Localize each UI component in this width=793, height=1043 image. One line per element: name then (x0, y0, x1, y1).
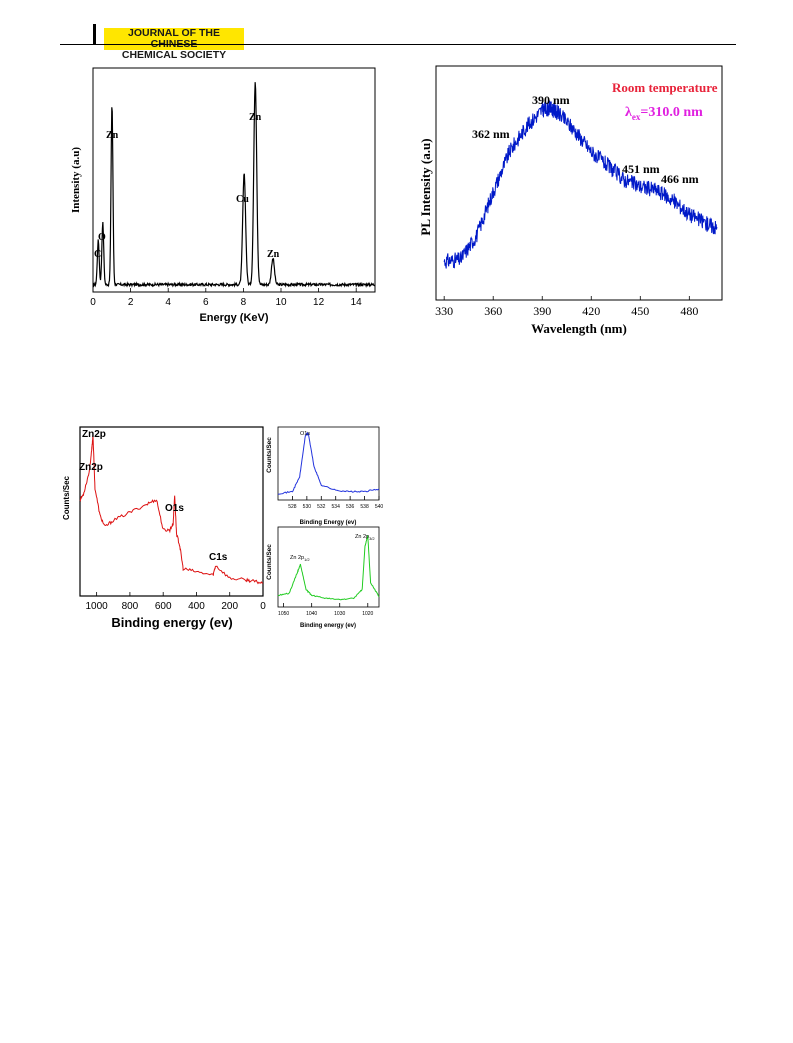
xps-survey-figure: 1000 800 600 400 200 0 Zn2p Zn2p O1s C1s Coun… (62, 426, 266, 630)
edx-tick-label: 6 (203, 297, 209, 308)
xps-o1s-tick-label: 536 (346, 504, 355, 510)
xps-o1s-tick-label: 530 (303, 504, 312, 510)
xps-zn2p-tick-label: 1020 (362, 611, 373, 617)
edx-peak-label-o: O (98, 232, 106, 243)
pl-tick-label: 330 (435, 304, 453, 318)
journal-line-2: CHEMICAL SOCIETY (121, 49, 227, 61)
edx-peak-label-zn2: Zn (249, 112, 262, 123)
xps-o1s-tick-label: 538 (360, 504, 369, 510)
pl-tick-label: 480 (680, 304, 698, 318)
xps-survey-tick-label: 0 (260, 601, 266, 612)
edx-x-axis-label: Energy (KeV) (199, 312, 268, 324)
pl-tick-label: 360 (484, 304, 502, 318)
xps-o1s-figure: 528 530 532 534 536 538 540 O1s Counts/Sec Bin… (266, 426, 384, 526)
pl-lambda-value: =310.0 nm (640, 105, 703, 120)
pl-excitation-label: λex=310.0 nm (625, 105, 703, 122)
xps-o1s-tick-label: 540 (375, 504, 384, 510)
xps-survey-line (79, 434, 264, 585)
edx-plot-frame (92, 67, 376, 293)
xps-survey-tick-label: 800 (122, 601, 139, 612)
pl-room-temperature: Room temperature (612, 80, 718, 95)
journal-label: JOURNAL OF THE CHINESE CHEMICAL SOCIETY (104, 27, 244, 61)
pl-x-axis-label: Wavelength (nm) (531, 321, 627, 336)
xps-survey-tick-label: 400 (188, 601, 205, 612)
xps-survey-y-axis-label: Counts/Sec (62, 475, 71, 520)
pl-tick-label: 450 (631, 304, 649, 318)
xps-o1s-y-axis-label: Counts/Sec (266, 437, 273, 473)
xps-survey-tick-label: 1000 (86, 601, 109, 612)
xps-survey-plot-frame (79, 426, 264, 597)
edx-peak-label-zn3: Zn (267, 249, 280, 260)
edx-peak-label-zn1: Zn (106, 130, 119, 141)
xps-o1s-peak-label: O1s (300, 431, 310, 437)
pl-lambda-sub: ex (632, 112, 641, 122)
xps-o1s-plot-frame (277, 426, 380, 501)
pl-annotation-466: 466 nm (661, 172, 699, 186)
xps-survey-tick-label: 200 (221, 601, 238, 612)
xps-zn2p-half-label: Zn 2p1/2 (290, 555, 310, 562)
pl-annotation-390: 390 nm (532, 93, 570, 107)
xps-zn2p-tick-label: 1030 (334, 611, 345, 617)
pl-annotation-362: 362 nm (472, 127, 510, 141)
edx-tick-label: 10 (275, 297, 287, 308)
xps-zn2p-figure: 1050 1040 1030 1020 Zn 2p1/2 Zn 2p3/2 Count… (266, 526, 380, 629)
edx-y-axis-label: Intensity (a.u) (70, 147, 82, 213)
xps-zn2p-y-axis-label: Counts/Sec (266, 544, 273, 580)
xps-zn2p-threehalf-sub: 3/2 (369, 536, 375, 541)
edx-figure: 0 2 4 6 8 10 12 14 C O Zn Cu Zn Zn Intensity (a… (70, 67, 376, 324)
xps-survey-tick-label: 600 (155, 601, 172, 612)
edx-peak-label-c: C (94, 249, 101, 260)
pl-y-axis-label: PL Intensity (a.u) (418, 138, 433, 235)
header-rule-tick (93, 24, 96, 44)
xps-zn2p-tick-label: 1040 (306, 611, 317, 617)
xps-o1s-tick-label: 528 (288, 504, 297, 510)
xps-zn2p-threehalf-label: Zn 2p3/2 (355, 534, 375, 541)
xps-zn2p-tick-label: 1050 (278, 611, 289, 617)
journal-line-1: JOURNAL OF THE CHINESE (128, 27, 220, 50)
edx-peak-label-cu: Cu (236, 194, 249, 205)
xps-o1s-x-axis-label: Binding Energy (ev) (300, 520, 357, 526)
xps-peak-label-c1s: C1s (209, 552, 228, 563)
edx-tick-label: 12 (313, 297, 325, 308)
pl-plot-frame (435, 65, 723, 301)
xps-zn2p-line (277, 535, 380, 601)
pl-figure: 330 360 390 420 450 480 Room temperature λex=… (418, 65, 723, 336)
xps-peak-label-o1s: O1s (165, 503, 184, 514)
pl-tick-label: 390 (533, 304, 551, 318)
xps-o1s-tick-label: 534 (332, 504, 341, 510)
pl-annotation-451: 451 nm (622, 162, 660, 176)
header-rule (60, 44, 736, 45)
edx-tick-label: 14 (351, 297, 363, 308)
xps-peak-label-zn2p-side: Zn2p (79, 462, 103, 473)
xps-zn2p-half-text: Zn 2p (290, 555, 304, 561)
xps-zn2p-threehalf-text: Zn 2p (355, 534, 369, 540)
xps-survey-x-axis-label: Binding energy (ev) (111, 615, 232, 630)
xps-zn2p-plot-frame (277, 526, 380, 608)
xps-peak-label-zn2p-top: Zn2p (82, 429, 106, 440)
xps-o1s-tick-label: 532 (317, 504, 326, 510)
xps-zn2p-half-sub: 1/2 (304, 557, 310, 562)
edx-spectrum-line (92, 82, 376, 289)
xps-zn2p-x-axis-label: Binding energy (ev) (300, 623, 356, 629)
pl-tick-label: 420 (582, 304, 600, 318)
edx-tick-label: 4 (165, 297, 171, 308)
edx-tick-label: 8 (241, 297, 247, 308)
edx-tick-label: 0 (90, 297, 96, 308)
pl-spectrum-line (443, 100, 718, 269)
edx-tick-label: 2 (128, 297, 134, 308)
xps-o1s-line (277, 431, 380, 495)
pl-lambda-symbol: λ (625, 105, 632, 120)
